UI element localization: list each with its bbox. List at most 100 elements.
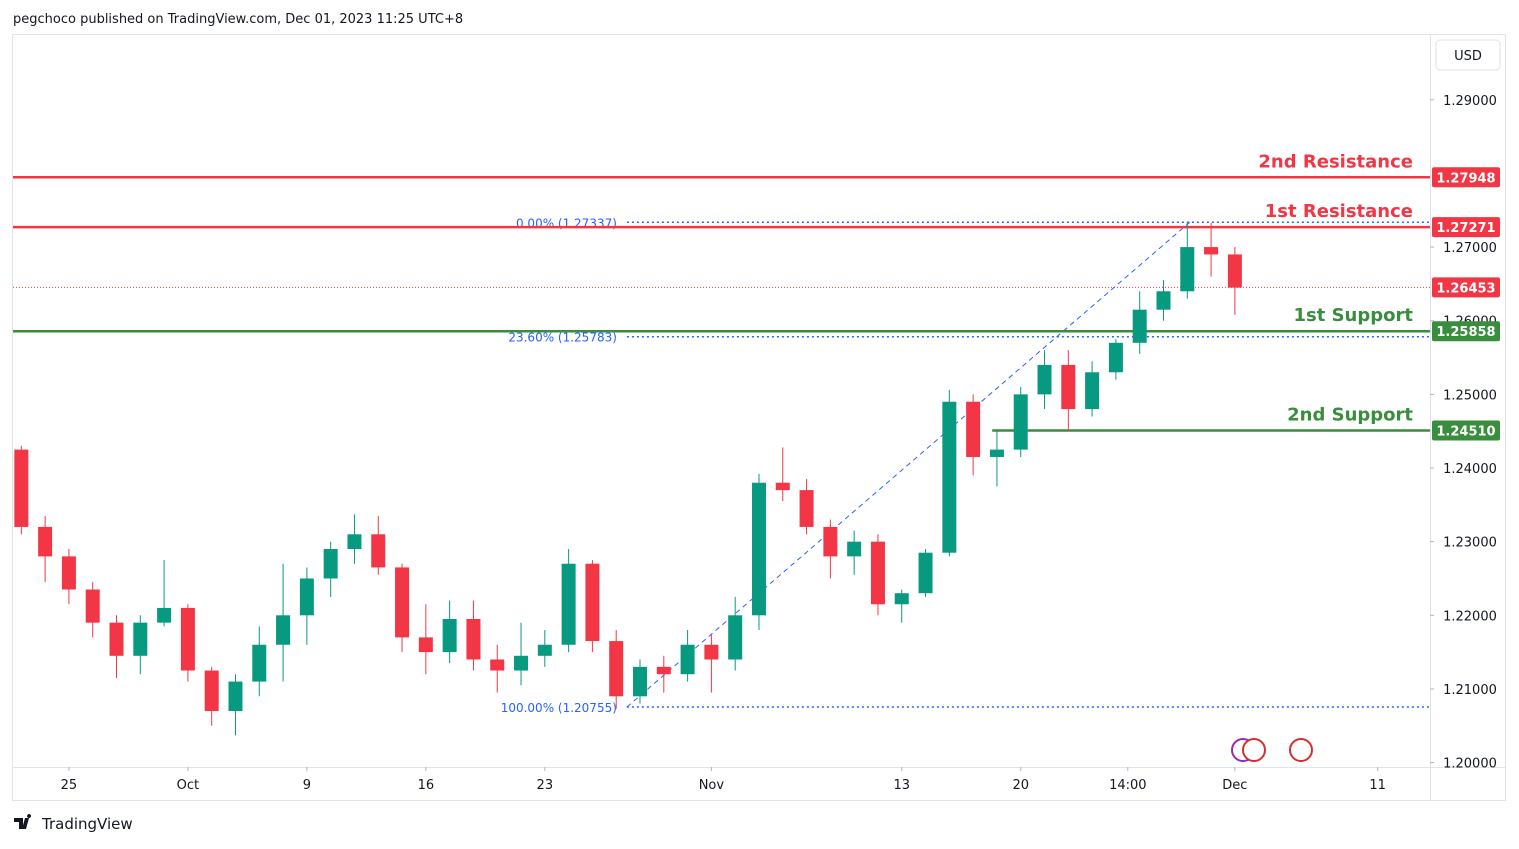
candle-body [561,563,576,645]
candle-body [633,666,648,697]
candle-body [228,681,243,712]
candle-body [442,618,457,653]
x-tick-label: Oct [177,778,199,793]
level-name: 2nd Support [1287,404,1413,425]
currency: USD [1454,49,1482,64]
candle-body [847,541,862,557]
fib-label: 100.00% (1.20755) [501,701,617,715]
y-tick-label: 1.20000 [1443,757,1497,772]
candle-body [347,534,362,550]
candle-body [1156,291,1171,310]
candle-body [38,526,53,557]
level-name: 2nd Resistance [1258,151,1413,172]
plot: 0.00% (1.27337)23.60% (1.25783)100.00% (… [13,176,1430,736]
candle-body [966,401,981,457]
price-tag-label: 1.27948 [1436,171,1495,186]
candle-body [1085,372,1100,410]
y-tick-label: 1.22000 [1443,609,1497,624]
candle-body [704,644,719,660]
candle-body [918,552,933,594]
y-tick-label: 1.24000 [1443,462,1497,477]
event-icon[interactable] [1242,738,1266,762]
brand-logo [14,814,32,829]
candle-body [418,637,433,653]
candle-body [514,655,529,671]
level-name: 1st Resistance [1265,201,1413,222]
x-tick-label: 14:00 [1109,778,1146,793]
x-tick-label: 16 [418,778,435,793]
candle-body [490,659,505,671]
price-tag-label: 1.24510 [1436,424,1495,439]
y-tick-label: 1.29000 [1443,94,1497,109]
price-tag [1432,217,1500,238]
candle-body [609,641,624,697]
candle-body [989,449,1004,457]
price-tag [1432,420,1500,441]
currency-button[interactable] [1435,39,1501,71]
candle-body [585,563,600,642]
x-tick-label: 25 [61,778,78,793]
candle-body [1180,247,1195,292]
x-tick-label: 20 [1012,778,1029,793]
x-tick-label: Dec [1222,778,1247,793]
candle-body [14,449,29,527]
candle-body [1204,247,1219,255]
candle-body [1037,364,1052,395]
brand: TradingView [41,815,133,833]
header: pegchoco published on TradingView.com, D… [13,12,463,27]
candle-body [157,607,172,623]
y-tick-label: 1.21000 [1443,683,1497,698]
y-tick-label: 1.23000 [1443,536,1497,551]
fib-trend [626,221,1190,708]
candle-body [823,526,838,557]
candle-body [775,482,790,491]
price-tag-label: 1.27271 [1436,221,1495,236]
candle-body [894,593,909,605]
price-tag [1432,167,1500,188]
candle-body [371,534,386,568]
candle-body [728,615,743,660]
candle-body [180,607,195,671]
x-tick-label: 9 [303,778,311,793]
candle-body [276,615,291,645]
candle-body [466,618,481,660]
x-tick-label: Nov [699,778,725,793]
x-tick-label: 23 [537,778,554,793]
candle-body [942,401,957,553]
candle-body [1132,309,1147,343]
candle-body [799,490,814,527]
candle-body [537,644,552,656]
y-tick-label: 1.25000 [1443,388,1497,403]
y-tick-label: 1.27000 [1443,241,1497,256]
candle-body [751,482,766,616]
event-icons [1231,738,1313,762]
candle-body [109,622,124,656]
candle-body [1108,342,1123,373]
candle-body [323,549,338,579]
price-tag [1432,277,1500,298]
candle-body [1013,394,1028,450]
candle-body [395,567,410,638]
frame [12,34,1506,801]
candle-body [870,541,885,605]
candle-body [85,589,100,623]
candle-body [656,666,671,675]
price-tag-label: 1.26453 [1436,281,1495,296]
candle-body [1061,364,1076,410]
candle-body [1227,254,1242,288]
event-icon[interactable] [1289,738,1313,762]
candle-body [204,670,219,712]
x-tick-label: 13 [893,778,910,793]
fib-label: 23.60% (1.25783) [508,331,617,345]
candle-body [252,644,267,682]
candle-body [61,556,76,590]
price-tag [1432,321,1500,342]
level-name: 1st Support [1293,305,1413,326]
candle-body [133,622,148,656]
price-tag-label: 1.25858 [1436,325,1495,340]
candle-body [299,578,314,616]
candle-body [680,644,695,675]
x-tick-label: 11 [1369,778,1386,793]
